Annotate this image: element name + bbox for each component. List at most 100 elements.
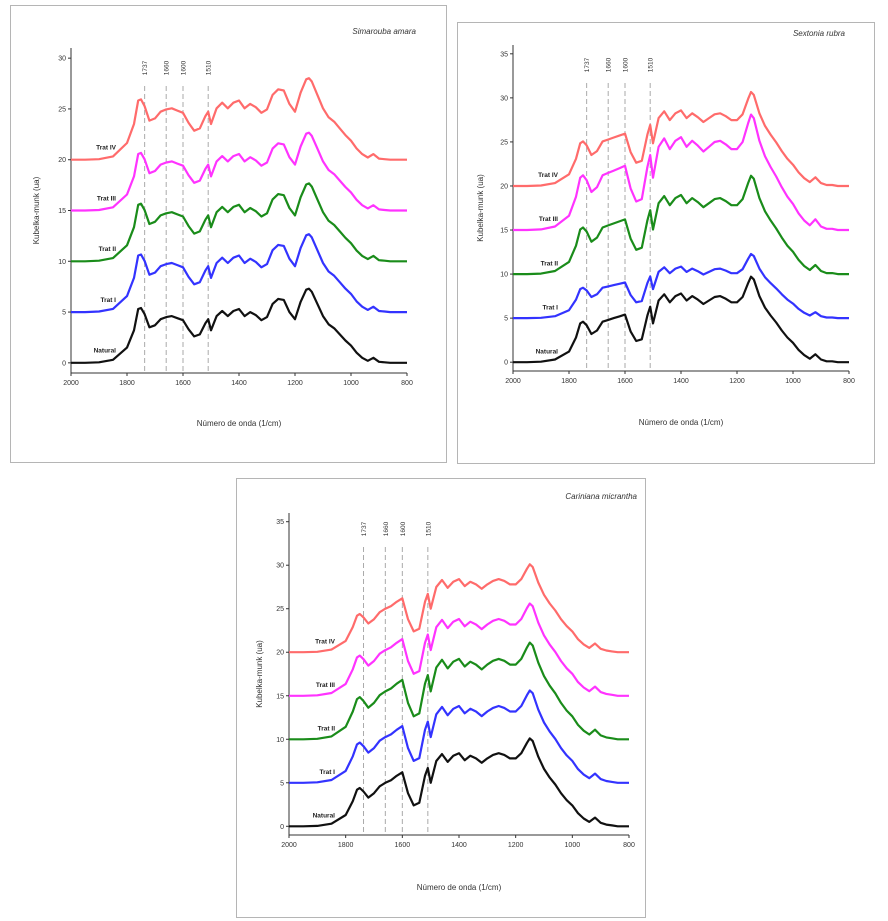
chart-panel-sextonia: Sextonia rubra 2000 1800 1600 1400 1200 1000 80…	[457, 22, 875, 464]
chart-panel-simarouba: Simarouba amara 2000 1800 1600 1400 1200 1000 8…	[10, 5, 447, 463]
x-axis-title: Número de onda (1/cm)	[417, 883, 502, 892]
y-axis-title: Kubelka-munk (ua)	[255, 640, 264, 708]
series-label-trat-iii: Trat III	[97, 195, 116, 202]
series-line-trat-iii	[71, 131, 407, 212]
series-line-trat-iii	[289, 602, 629, 697]
y-tick-label: 15	[500, 228, 508, 235]
series-line-trat-i	[289, 689, 629, 784]
y-tick-label: 30	[58, 56, 66, 63]
series-line-trat-ii	[71, 182, 407, 263]
marker-label-1737: 1737	[361, 521, 368, 536]
chart-title: Simarouba amara	[352, 27, 416, 36]
y-tick-label: 20	[276, 650, 284, 657]
marker-label-1510: 1510	[206, 60, 213, 75]
series-label-trat-i: Trat I	[100, 297, 116, 304]
x-tick-label: 1800	[119, 380, 135, 387]
y-tick-label: 15	[58, 208, 66, 215]
marker-label-1660: 1660	[606, 57, 613, 72]
y-tick-label: 10	[500, 272, 508, 279]
series-label-trat-i: Trat I	[542, 304, 558, 311]
y-axis-title: Kubelka-munk (ua)	[476, 174, 485, 242]
marker-label-1660: 1660	[383, 521, 390, 536]
y-tick-label: 35	[276, 519, 284, 526]
x-tick-label: 1200	[508, 842, 524, 849]
marker-label-1600: 1600	[400, 521, 407, 536]
x-tick-label: 1800	[561, 378, 577, 385]
x-tick-label: 2000	[63, 380, 79, 387]
series-line-trat-iv	[71, 77, 407, 161]
x-tick-label: 1400	[451, 842, 467, 849]
y-tick-label: 0	[280, 824, 284, 831]
marker-label-1510: 1510	[648, 57, 655, 72]
chart-svg-simarouba: Simarouba amara 2000 1800 1600 1400 1200 1000 8…	[32, 27, 417, 428]
marker-label-1510: 1510	[425, 521, 432, 536]
x-tick-label: 1000	[785, 378, 801, 385]
series-line-trat-i	[71, 233, 407, 314]
series-label-trat-iii: Trat III	[539, 216, 558, 223]
y-tick-label: 0	[62, 360, 66, 367]
series-label-trat-ii: Trat II	[541, 260, 559, 267]
y-tick-label: 5	[62, 310, 66, 317]
marker-label-1737: 1737	[142, 60, 149, 75]
x-tick-label: 1200	[287, 380, 303, 387]
x-axis-title: Número de onda (1/cm)	[197, 419, 282, 428]
series-line-natural	[71, 287, 407, 364]
chart-panel-cariniana: Cariniana micrantha 2000 1800 1600 1400 1200 1…	[236, 478, 646, 918]
y-tick-label: 25	[58, 106, 66, 113]
y-tick-label: 35	[500, 51, 508, 58]
series-label-natural: Natural	[94, 348, 117, 355]
y-tick-label: 20	[500, 183, 508, 190]
y-tick-label: 25	[500, 139, 508, 146]
series-line-trat-ii	[289, 641, 629, 741]
y-tick-label: 20	[58, 157, 66, 164]
chart-title: Cariniana micrantha	[565, 492, 637, 501]
series-label-trat-ii: Trat II	[318, 726, 336, 733]
x-tick-label: 2000	[505, 378, 521, 385]
series-line-natural	[513, 275, 849, 364]
x-axis-title: Número de onda (1/cm)	[639, 418, 724, 427]
series-label-trat-iv: Trat IV	[96, 145, 117, 152]
x-tick-label: 1200	[729, 378, 745, 385]
marker-label-1600: 1600	[623, 57, 630, 72]
y-tick-label: 25	[276, 606, 284, 613]
x-tick-label: 1600	[395, 842, 411, 849]
y-tick-label: 5	[280, 780, 284, 787]
series-line-trat-iv	[289, 563, 629, 654]
x-tick-label: 800	[401, 380, 413, 387]
x-tick-label: 1000	[565, 842, 581, 849]
series-label-trat-iv: Trat IV	[315, 639, 336, 646]
series-label-trat-iv: Trat IV	[538, 172, 559, 179]
series-label-trat-i: Trat I	[319, 769, 335, 776]
y-tick-label: 10	[276, 737, 284, 744]
chart-title: Sextonia rubra	[793, 29, 846, 38]
series-label-natural: Natural	[536, 348, 559, 355]
x-tick-label: 1400	[673, 378, 689, 385]
x-tick-label: 1600	[175, 380, 191, 387]
y-tick-label: 0	[504, 360, 508, 367]
chart-svg-sextonia: Sextonia rubra 2000 1800 1600 1400 1200 1000 80…	[476, 29, 855, 427]
x-tick-label: 1000	[343, 380, 359, 387]
series-line-natural	[289, 737, 629, 828]
series-line-trat-iv	[513, 90, 849, 188]
marker-label-1737: 1737	[584, 57, 591, 72]
series-label-trat-iii: Trat III	[316, 682, 335, 689]
y-tick-label: 30	[276, 563, 284, 570]
series-line-trat-i	[513, 252, 849, 320]
x-tick-label: 800	[623, 842, 635, 849]
y-tick-label: 10	[58, 259, 66, 266]
y-tick-label: 5	[504, 316, 508, 323]
series-line-trat-ii	[513, 174, 849, 276]
marker-label-1600: 1600	[181, 60, 188, 75]
y-tick-label: 30	[500, 95, 508, 102]
series-label-trat-ii: Trat II	[99, 246, 117, 253]
marker-label-1660: 1660	[164, 60, 171, 75]
series-line-trat-iii	[513, 113, 849, 232]
x-tick-label: 1400	[231, 380, 247, 387]
y-tick-label: 15	[276, 693, 284, 700]
chart-svg-cariniana: Cariniana micrantha 2000 1800 1600 1400 1200 1…	[255, 492, 638, 892]
x-tick-label: 800	[843, 378, 855, 385]
series-label-natural: Natural	[313, 813, 336, 820]
x-tick-label: 2000	[281, 842, 297, 849]
x-tick-label: 1600	[617, 378, 633, 385]
x-tick-label: 1800	[338, 842, 354, 849]
